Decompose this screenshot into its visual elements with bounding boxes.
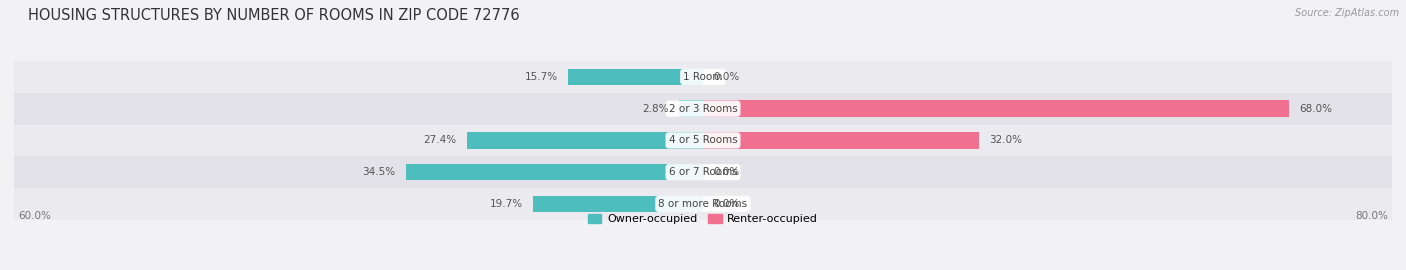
Text: HOUSING STRUCTURES BY NUMBER OF ROOMS IN ZIP CODE 72776: HOUSING STRUCTURES BY NUMBER OF ROOMS IN…: [28, 8, 520, 23]
Text: 15.7%: 15.7%: [524, 72, 557, 82]
Text: 8 or more Rooms: 8 or more Rooms: [658, 199, 748, 209]
Text: 6 or 7 Rooms: 6 or 7 Rooms: [669, 167, 737, 177]
Text: 2.8%: 2.8%: [643, 104, 669, 114]
Bar: [14, 156, 1392, 188]
Text: 60.0%: 60.0%: [18, 211, 51, 221]
Bar: [14, 124, 1392, 156]
Bar: [568, 69, 703, 85]
Bar: [406, 164, 703, 180]
Text: 68.0%: 68.0%: [1299, 104, 1331, 114]
Text: 80.0%: 80.0%: [1355, 211, 1388, 221]
Bar: [14, 61, 1392, 93]
Text: 4 or 5 Rooms: 4 or 5 Rooms: [669, 135, 737, 146]
Bar: [14, 188, 1392, 220]
Legend: Owner-occupied, Renter-occupied: Owner-occupied, Renter-occupied: [583, 210, 823, 229]
Text: 2 or 3 Rooms: 2 or 3 Rooms: [669, 104, 737, 114]
Bar: [14, 93, 1392, 124]
Text: 27.4%: 27.4%: [423, 135, 457, 146]
Text: 0.0%: 0.0%: [713, 72, 740, 82]
Bar: [679, 100, 703, 117]
Text: Source: ZipAtlas.com: Source: ZipAtlas.com: [1295, 8, 1399, 18]
Text: 19.7%: 19.7%: [489, 199, 523, 209]
Text: 0.0%: 0.0%: [713, 199, 740, 209]
Bar: [467, 132, 703, 149]
Bar: [703, 132, 979, 149]
Text: 1 Room: 1 Room: [683, 72, 723, 82]
Text: 0.0%: 0.0%: [713, 167, 740, 177]
Bar: [533, 196, 703, 212]
Text: 32.0%: 32.0%: [988, 135, 1022, 146]
Bar: [703, 100, 1289, 117]
Text: 34.5%: 34.5%: [363, 167, 395, 177]
